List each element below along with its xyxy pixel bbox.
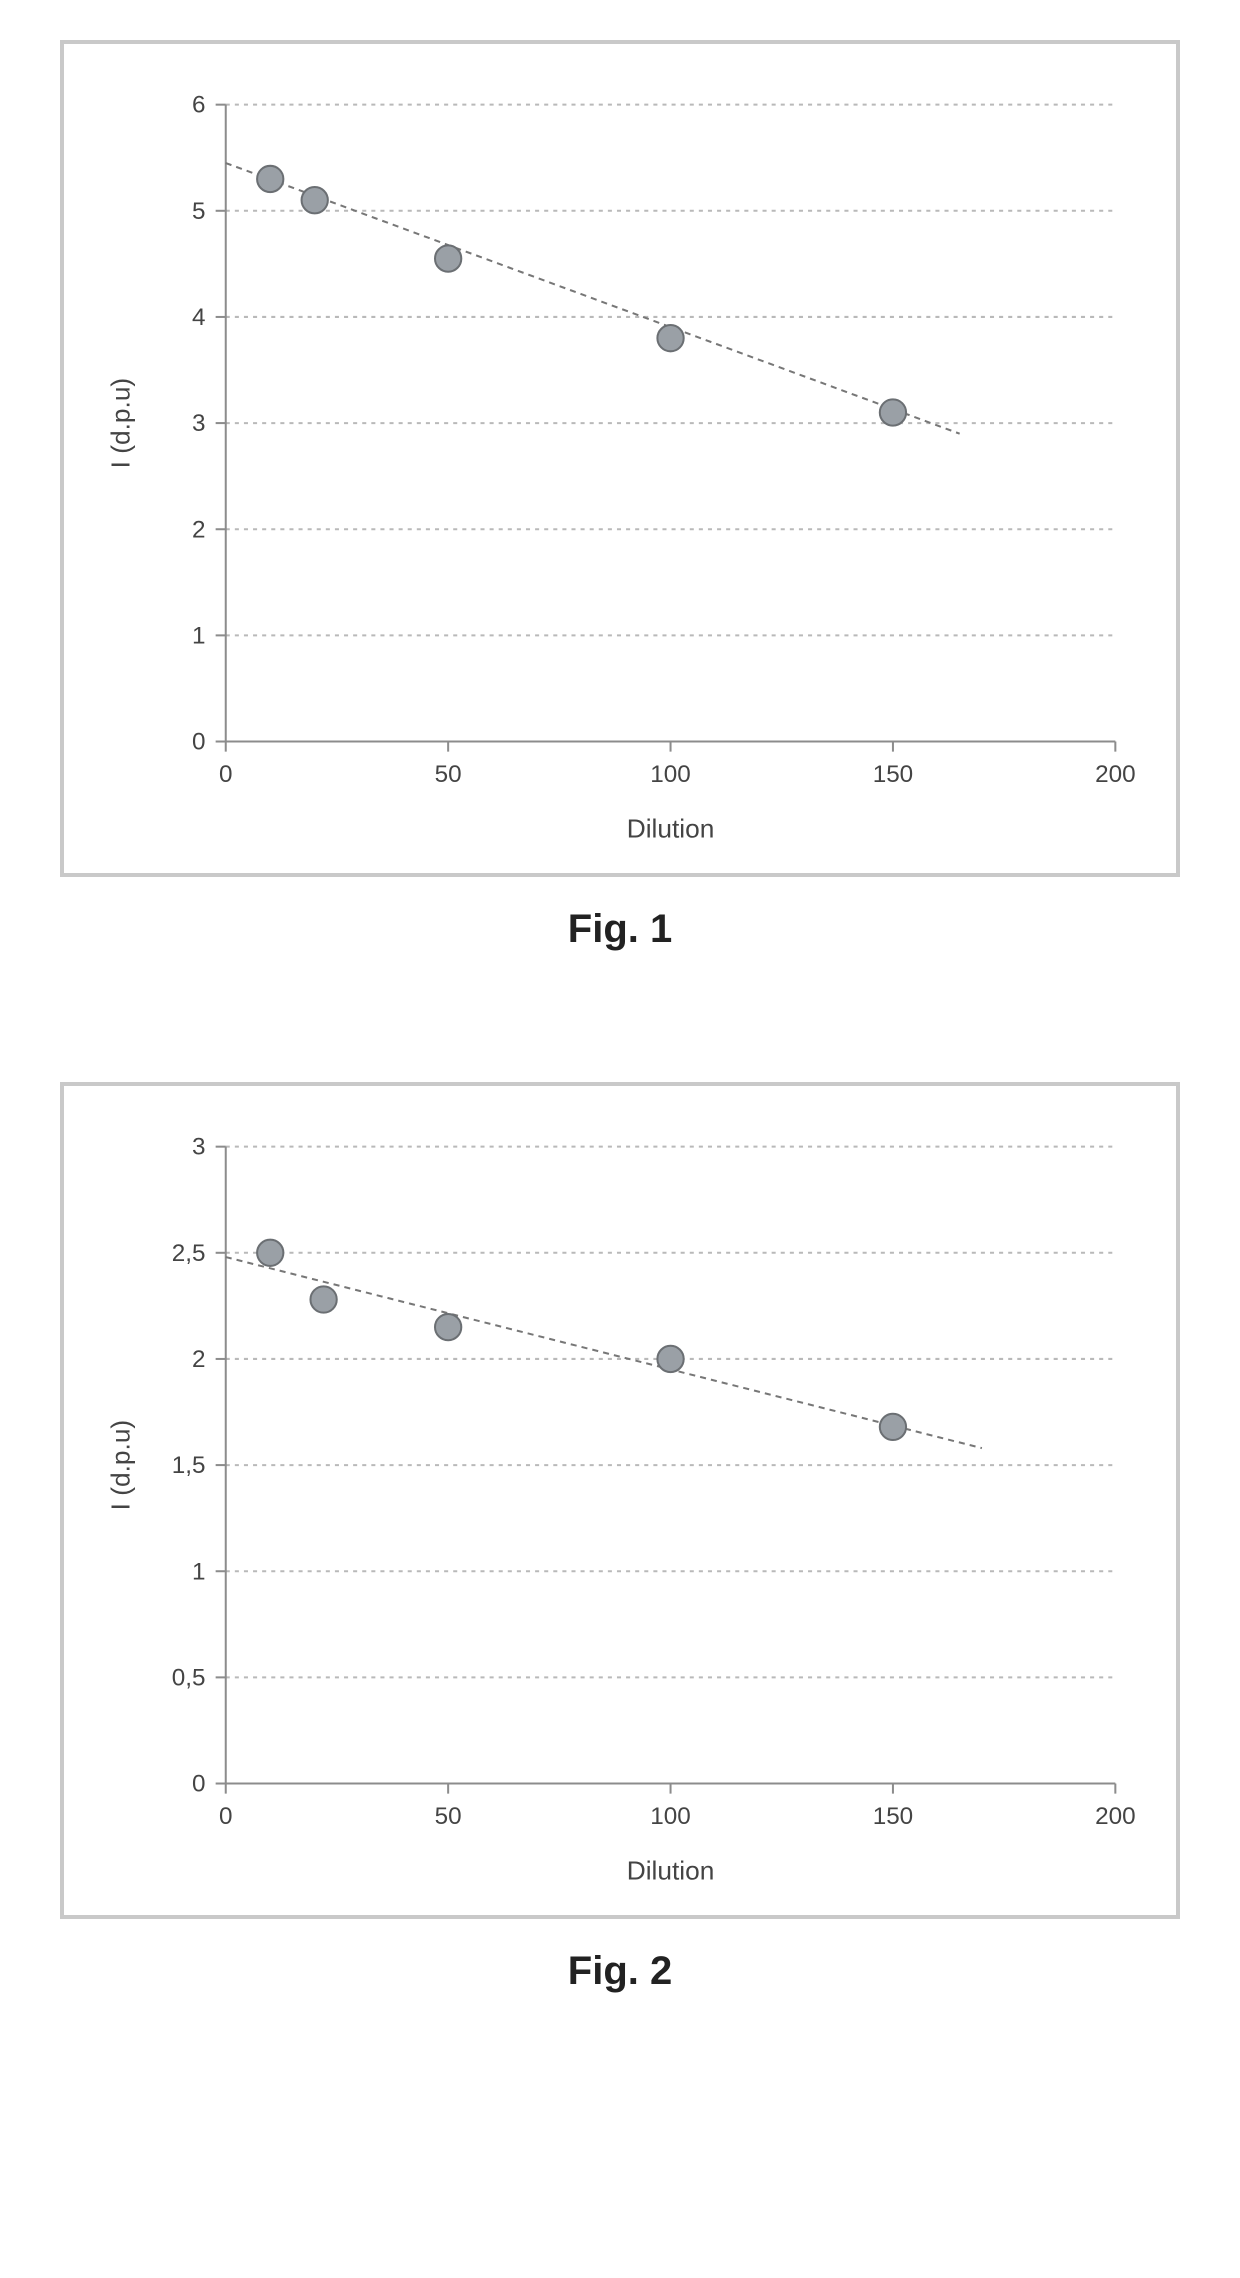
svg-text:2: 2: [192, 516, 206, 543]
svg-text:150: 150: [873, 1803, 913, 1830]
figure-2-chart-frame: 0 0,5 1 1,5 2 2,5 3 0 50 100 150 200 Dilution I (d.p.…: [60, 1082, 1180, 1919]
figure-2-caption: Fig. 2: [0, 1949, 1240, 1994]
svg-text:Dilution: Dilution: [627, 814, 715, 844]
svg-text:0: 0: [192, 729, 206, 756]
figure-1-chart-frame: 0 1 2 3 4 5 6 0 50 100 150 200 Dilution I (d.p.u): [60, 40, 1180, 877]
svg-text:0: 0: [192, 1771, 206, 1798]
figure-1-block: 0 1 2 3 4 5 6 0 50 100 150 200 Dilution I (d.p.u) Fig…: [0, 40, 1240, 952]
figure-1-caption: Fig. 1: [0, 907, 1240, 952]
figure-2-block: 0 0,5 1 1,5 2 2,5 3 0 50 100 150 200 Dilution I (d.p.…: [0, 1082, 1240, 1994]
page: 0123456050100150200DilutionI (d.p.u) Fig…: [0, 40, 1240, 1994]
svg-text:1: 1: [192, 1558, 206, 1585]
svg-text:2: 2: [192, 1346, 206, 1373]
svg-text:200: 200: [1095, 761, 1135, 788]
svg-text:5: 5: [192, 198, 206, 225]
figure-2-chart: 0 0,5 1 1,5 2 2,5 3 0 50 100 150 200 Dilution I (d.p.…: [64, 1086, 1176, 1915]
svg-text:150: 150: [873, 761, 913, 788]
svg-text:0: 0: [219, 761, 233, 788]
figure-1-chart: 0 1 2 3 4 5 6 0 50 100 150 200 Dilution I (d.p.u): [64, 44, 1176, 873]
svg-text:50: 50: [435, 1803, 462, 1830]
svg-text:1,5: 1,5: [172, 1452, 206, 1479]
svg-text:6: 6: [192, 92, 206, 119]
svg-text:3: 3: [192, 410, 206, 437]
svg-text:Dilution: Dilution: [627, 1855, 715, 1885]
svg-text:0: 0: [219, 1803, 233, 1830]
svg-text:50: 50: [435, 761, 462, 788]
svg-text:4: 4: [192, 304, 206, 331]
svg-text:I (d.p.u): I (d.p.u): [106, 378, 136, 469]
svg-text:100: 100: [650, 761, 690, 788]
svg-text:1: 1: [192, 622, 206, 649]
svg-text:0,5: 0,5: [172, 1664, 206, 1691]
svg-text:200: 200: [1095, 1803, 1135, 1830]
svg-text:3: 3: [192, 1134, 206, 1161]
svg-text:I (d.p.u): I (d.p.u): [106, 1420, 136, 1511]
svg-text:100: 100: [650, 1803, 690, 1830]
svg-text:2,5: 2,5: [172, 1240, 206, 1267]
